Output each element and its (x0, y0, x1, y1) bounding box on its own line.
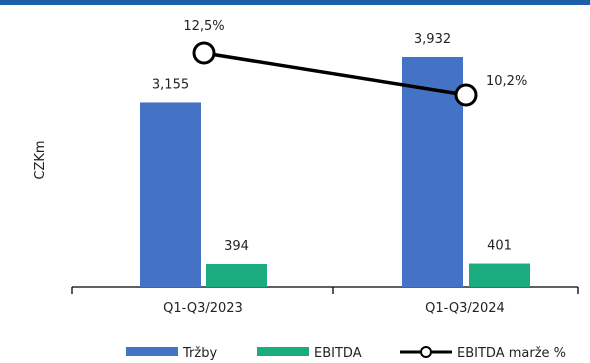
bar-label-trzby: 3,155 (152, 77, 189, 92)
bar-ebitda (206, 263, 267, 287)
legend-point-marker (420, 346, 432, 358)
ebitda-margin-point (192, 41, 216, 65)
legend-label-ebitda-margin: EBITDA marže % (457, 346, 566, 361)
bar-trzby (140, 102, 201, 287)
bar-label-trzby: 3,932 (414, 32, 451, 47)
bar-label-ebitda: 394 (224, 239, 249, 254)
ebitda-margin-label: 10,2% (486, 74, 527, 89)
bar-label-ebitda: 401 (487, 239, 512, 254)
ebitda-margin-line (203, 51, 467, 97)
category-label: Q1-Q3/2023 (163, 301, 243, 316)
ebitda-margin-label: 12,5% (183, 19, 224, 34)
bar-ebitda (469, 263, 530, 287)
top-accent-bar (0, 0, 590, 5)
legend-label-ebitda: EBITDA (314, 346, 362, 361)
ebitda-margin-point (454, 83, 478, 107)
chart-legend: Tržby EBITDA EBITDA marže % (126, 346, 566, 361)
legend-swatch-trzby (126, 347, 178, 356)
legend-label-trzby: Tržby (182, 346, 217, 361)
y-axis-label: CZKm (33, 140, 48, 179)
category-label: Q1-Q3/2024 (425, 301, 505, 316)
bar-trzby (402, 57, 463, 287)
legend-swatch-ebitda (257, 347, 309, 356)
